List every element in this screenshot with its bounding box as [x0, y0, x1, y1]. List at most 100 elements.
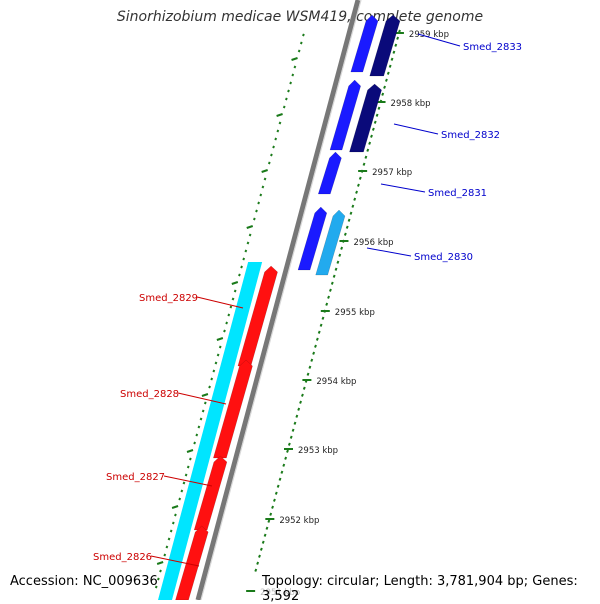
tick-dot: [362, 162, 366, 166]
tick-dot: [329, 288, 332, 292]
left-tick: [159, 569, 162, 573]
tick-dot: [269, 512, 273, 516]
left-tick: [193, 441, 197, 445]
left-tick: [208, 385, 211, 389]
label-leader: [366, 247, 412, 257]
left-tick: [201, 393, 209, 397]
left-tick: [203, 401, 207, 405]
left-tick: [216, 337, 224, 341]
left-tick: [302, 33, 305, 37]
left-tick: [267, 161, 271, 165]
tick-dot: [280, 470, 284, 474]
label-leader: [177, 392, 227, 405]
left-tick: [276, 129, 280, 133]
tick-dot: [315, 337, 319, 341]
left-tick: [242, 257, 246, 261]
tick-dot: [330, 281, 334, 285]
left-tick: [216, 353, 220, 357]
left-tick: [284, 97, 288, 101]
left-tick: [186, 465, 190, 469]
tick-dot: [289, 435, 293, 439]
gene-features[interactable]: [158, 14, 401, 600]
tick-dot: [390, 57, 394, 61]
left-tick: [178, 497, 182, 501]
left-tick: [240, 265, 243, 269]
left-tick: [270, 153, 273, 157]
left-tick: [186, 449, 194, 453]
gene-label-smed_2827[interactable]: Smed_2827: [106, 472, 165, 483]
left-tick: [255, 209, 258, 213]
tick-dot: [299, 400, 302, 404]
gene-label-smed_2833[interactable]: Smed_2833: [463, 42, 522, 53]
gene-label-smed_2831[interactable]: Smed_2831: [428, 188, 487, 199]
left-tick: [167, 537, 171, 541]
left-tick: [169, 529, 173, 533]
minor-ticks-left: [154, 33, 305, 589]
left-tick: [272, 145, 275, 149]
tick-dot: [271, 505, 274, 509]
left-tick: [246, 225, 254, 229]
kbp-label: 2953 kbp: [298, 446, 338, 456]
left-tick: [154, 585, 158, 589]
left-tick: [156, 561, 164, 565]
tick-dot: [388, 64, 392, 68]
left-tick: [276, 113, 283, 117]
left-tick: [156, 577, 160, 581]
left-tick: [282, 105, 286, 109]
gene-arrow: [317, 151, 342, 195]
tick-dot: [340, 246, 344, 250]
gene-label-smed_2828[interactable]: Smed_2828: [120, 389, 179, 400]
gene-band: [158, 262, 263, 600]
tick-dot: [308, 365, 312, 369]
kbp-label: 2957 kbp: [372, 168, 412, 178]
tick-dot: [284, 456, 288, 460]
tick-dot: [336, 260, 340, 264]
tick-dot: [383, 85, 386, 89]
tick-dot: [310, 358, 314, 362]
left-tick: [238, 273, 241, 277]
gene-label-smed_2826[interactable]: Smed_2826: [93, 552, 152, 563]
kbp-label: 2954 kbp: [316, 377, 356, 387]
left-tick: [293, 65, 297, 69]
left-tick: [289, 81, 293, 85]
gene-arrow: [329, 79, 361, 151]
tick-dot: [338, 253, 342, 257]
tick-dot: [297, 407, 301, 411]
tick-dot: [325, 302, 329, 306]
tick-dot: [267, 519, 271, 523]
gene-label-smed_2829[interactable]: Smed_2829: [139, 293, 198, 304]
backbone-highlight: [200, 0, 362, 600]
left-tick: [197, 425, 201, 429]
label-leader: [380, 183, 426, 193]
kbp-label: 2951 kbp: [260, 588, 300, 598]
left-tick: [223, 329, 226, 333]
gene-arrow: [213, 359, 253, 459]
left-tick: [182, 481, 186, 485]
tick-dot: [375, 113, 379, 117]
left-tick: [261, 185, 265, 189]
gene-arrow: [315, 209, 346, 276]
tick-dot: [357, 183, 360, 187]
left-tick: [229, 305, 233, 309]
label-leader: [150, 555, 200, 567]
left-tick: [188, 457, 192, 461]
tick-dot: [327, 295, 330, 299]
left-tick: [263, 177, 267, 181]
tick-dot: [353, 197, 357, 201]
gene-label-smed_2830[interactable]: Smed_2830: [414, 252, 473, 263]
left-tick: [274, 137, 278, 141]
tick-dot: [317, 330, 321, 334]
tick-dot: [314, 344, 317, 348]
left-tick: [278, 121, 282, 125]
gene-labels[interactable]: Smed_2833 Smed_2832 Smed_2831 Smed_2830 Smed…: [93, 33, 522, 567]
left-tick: [231, 297, 235, 301]
gene-arrow: [297, 206, 328, 271]
kbp-label: 2956 kbp: [353, 238, 393, 248]
gene-arrow: [175, 525, 209, 600]
gene-label-smed_2832[interactable]: Smed_2832: [441, 130, 500, 141]
left-tick: [195, 433, 199, 437]
left-tick: [299, 41, 303, 45]
label-leader: [163, 475, 213, 487]
tick-dot: [347, 218, 351, 222]
